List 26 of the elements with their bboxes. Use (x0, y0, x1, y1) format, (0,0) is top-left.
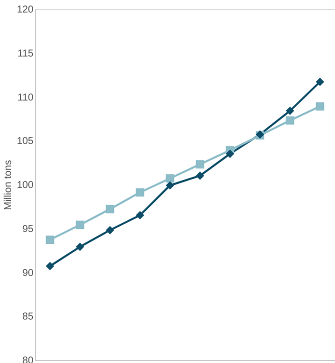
point (46, 262, 54, 270)
y-tick-label: 85 (22, 312, 34, 323)
y-tick-label: 120 (16, 4, 34, 16)
point (316, 102, 324, 111)
point (196, 172, 204, 180)
point (286, 116, 294, 125)
point (316, 78, 324, 86)
point (106, 204, 114, 214)
y-tick-label: 105 (16, 136, 34, 148)
y-tick-label: 100 (16, 180, 34, 191)
point (46, 236, 54, 244)
point (106, 226, 114, 234)
y-axis-title: Million tons (2, 160, 14, 210)
y-tick-label: 115 (18, 48, 34, 60)
point (76, 242, 84, 251)
point (166, 174, 174, 183)
y-tick-label: 95 (22, 224, 34, 235)
y-tick-label: 90 (22, 268, 34, 279)
y-tick-label: 110 (18, 92, 34, 104)
point (196, 160, 204, 168)
point (226, 150, 234, 158)
point (76, 220, 84, 230)
point (136, 211, 144, 220)
point (166, 181, 174, 190)
point (136, 188, 144, 197)
point (286, 106, 294, 115)
